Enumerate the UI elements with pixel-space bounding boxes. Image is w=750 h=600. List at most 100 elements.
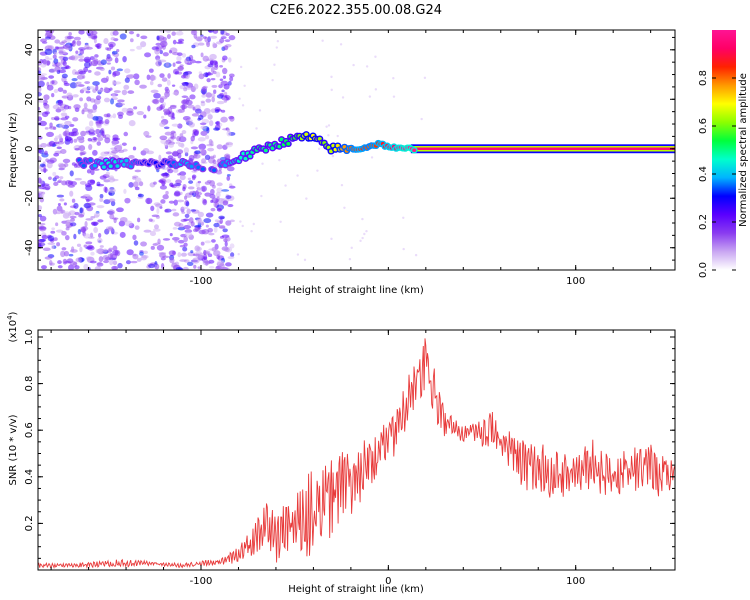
spectrogram-cell bbox=[97, 89, 105, 92]
spectrogram-cell bbox=[124, 220, 133, 227]
spectrogram-cell bbox=[209, 35, 218, 39]
spectrogram-cell bbox=[50, 117, 56, 121]
spectrogram-cell bbox=[132, 146, 137, 151]
spectrogram-cell bbox=[197, 266, 201, 269]
spectrogram-cell bbox=[111, 50, 118, 55]
spectrogram-cell bbox=[229, 243, 235, 249]
spectrogram-cell bbox=[43, 167, 47, 174]
spectrogram-cell bbox=[87, 202, 96, 206]
spectrogram-cell bbox=[133, 73, 140, 80]
spectrogram-cell bbox=[180, 252, 187, 257]
spectrogram-cell bbox=[38, 74, 46, 81]
spectrogram-cell bbox=[276, 40, 280, 43]
spectrogram-cell bbox=[81, 87, 89, 92]
spectrogram-cell bbox=[180, 143, 185, 149]
spectrogram-cell bbox=[198, 42, 205, 46]
spectrogram-cell bbox=[204, 240, 212, 244]
spectrogram-cell bbox=[205, 212, 214, 218]
spectrogram-cell bbox=[414, 253, 418, 257]
y-tick-label: 0.2 bbox=[24, 515, 35, 531]
ridge-cell bbox=[331, 143, 336, 148]
spectrogram-cell bbox=[225, 195, 232, 200]
spectrogram-cell bbox=[241, 104, 245, 107]
spectrogram-cell bbox=[166, 34, 171, 40]
spectrogram-cell bbox=[374, 55, 377, 58]
spectrogram-cell bbox=[163, 126, 170, 130]
spectrogram-cell bbox=[350, 246, 353, 250]
spectrogram-cell bbox=[226, 175, 231, 181]
spectrogram-cell bbox=[98, 233, 102, 238]
spectrogram-cell bbox=[109, 43, 114, 50]
spectrogram-cell bbox=[66, 35, 74, 40]
ridge-cell bbox=[200, 167, 205, 171]
spectrogram-cell bbox=[57, 87, 64, 92]
ridge-cell bbox=[286, 142, 291, 146]
spectrogram-cell bbox=[215, 71, 221, 78]
spectrogram-xlabel: Height of straight line (km) bbox=[288, 285, 424, 296]
spectrogram-cell bbox=[212, 159, 217, 164]
x-tick-label: 100 bbox=[566, 276, 585, 287]
spectrogram-cell bbox=[42, 247, 51, 252]
spectrogram-cell bbox=[46, 162, 53, 169]
spectrogram-cell bbox=[202, 36, 207, 39]
spectrogram-cell bbox=[107, 188, 116, 193]
spectrogram-cell bbox=[127, 90, 135, 94]
spectrogram-cell bbox=[150, 89, 159, 94]
spectrogram-cell bbox=[79, 246, 83, 253]
spectrogram-cell bbox=[90, 251, 95, 256]
spectrogram-cell bbox=[204, 154, 211, 160]
spectrogram-cell bbox=[180, 206, 189, 210]
spectrogram-cell bbox=[65, 179, 72, 186]
spectrogram-cell bbox=[171, 31, 176, 36]
spectrogram-cell bbox=[209, 53, 217, 60]
spectrogram-cell bbox=[159, 121, 166, 127]
spectrogram-cell bbox=[175, 61, 182, 64]
spectrogram-cell bbox=[54, 39, 61, 44]
spectrogram-cell bbox=[107, 209, 115, 216]
spectrogram-cell bbox=[190, 146, 199, 150]
spectrogram-cell bbox=[84, 81, 91, 84]
spectrogram-cell bbox=[111, 93, 116, 98]
spectrogram-cell bbox=[83, 244, 88, 248]
spectrogram-cell bbox=[175, 31, 184, 36]
spectrogram-cell bbox=[38, 177, 42, 184]
spectrogram-cell bbox=[225, 220, 232, 226]
ridge-cell bbox=[108, 164, 113, 168]
spectrogram-cell bbox=[209, 155, 215, 159]
spectrogram-cell bbox=[168, 200, 175, 204]
spectrogram-cell bbox=[222, 75, 227, 79]
spectrogram-cell bbox=[61, 231, 67, 236]
spectrogram-cell bbox=[76, 74, 85, 80]
spectrogram-cell bbox=[66, 92, 73, 98]
spectrogram-cell bbox=[71, 40, 76, 47]
spectrogram-cell bbox=[83, 233, 91, 239]
spectrogram-cell bbox=[165, 179, 172, 183]
spectrogram-cell bbox=[321, 39, 324, 42]
spectrogram-cell bbox=[97, 219, 104, 223]
spectrogram-cell bbox=[222, 200, 229, 206]
spectrogram-cell bbox=[191, 44, 196, 49]
spectrogram-cell bbox=[216, 144, 223, 150]
colorbar-tick-label: 0.8 bbox=[698, 70, 709, 86]
spectrogram-cell bbox=[38, 191, 44, 195]
spectrogram-cell bbox=[38, 99, 45, 104]
spectrogram-cell bbox=[238, 97, 241, 100]
spectrogram-cell bbox=[156, 207, 160, 215]
spectrogram-cell bbox=[41, 41, 48, 44]
spectrogram-cell bbox=[47, 242, 56, 245]
spectrogram-cell bbox=[83, 194, 91, 198]
spectrogram-cell bbox=[136, 257, 142, 262]
spectrogram-cell bbox=[95, 128, 101, 135]
spectrogram-cell bbox=[108, 198, 116, 203]
spectrogram-cell bbox=[352, 63, 355, 67]
spectrogram-cell bbox=[76, 40, 82, 46]
spectrogram-cell bbox=[197, 211, 204, 218]
spectrogram-cell bbox=[200, 100, 205, 104]
spectrogram-cell bbox=[116, 68, 124, 72]
y-tick-label: 0 bbox=[24, 146, 35, 152]
spectrogram-cell bbox=[271, 78, 274, 82]
spectrogram-cell bbox=[187, 186, 195, 190]
spectrogram-cell bbox=[195, 36, 203, 42]
spectrogram-cell bbox=[46, 131, 54, 137]
